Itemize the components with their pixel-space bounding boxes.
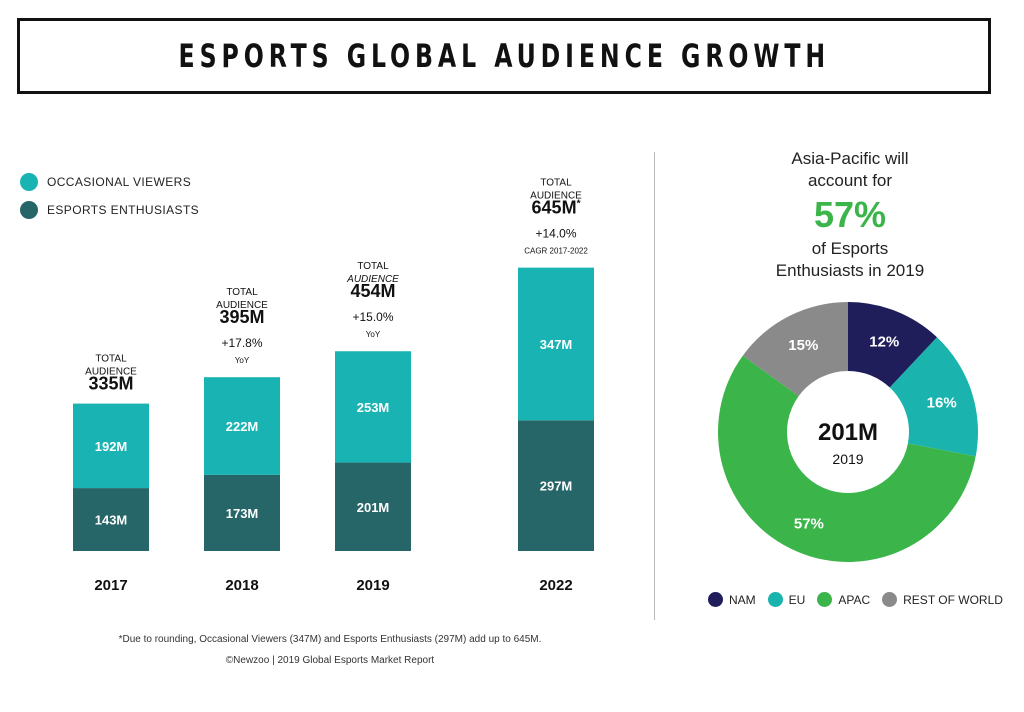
slice-label-nam: 12% — [869, 333, 899, 350]
label-enthusiasts-2017: 143M — [95, 513, 128, 528]
footnote: *Due to rounding, Occasional Viewers (34… — [118, 634, 542, 645]
category-label-2019: 2019 — [356, 577, 389, 594]
slice-label-apac: 57% — [794, 515, 824, 532]
page-title: ESPORTS GLOBAL AUDIENCE GROWTH — [178, 37, 830, 75]
bar-enthusiasts-2018 — [204, 474, 280, 551]
label-enthusiasts-2019: 201M — [357, 500, 390, 515]
bar-occasional-2018 — [204, 377, 280, 475]
label-occasional-2018: 222M — [226, 419, 259, 434]
total-caption-1-2017: TOTAL — [95, 354, 127, 365]
label-occasional-2017: 192M — [95, 439, 128, 454]
total-value-2017: 335M — [88, 374, 133, 394]
donut-legend-label-eu: EU — [788, 592, 806, 607]
total-caption-1-2022: TOTAL — [540, 178, 572, 189]
category-label-2017: 2017 — [94, 577, 127, 594]
donut-legend-dot-apac — [817, 592, 833, 607]
callout-line-1: Asia-Pacific will — [791, 149, 909, 168]
growth-label-2019: YoY — [366, 330, 381, 339]
category-label-2022: 2022 — [539, 577, 572, 594]
bar-enthusiasts-2022 — [518, 420, 594, 551]
bar-occasional-2017 — [73, 403, 149, 489]
donut-legend-item-rest-of-world: REST OF WORLD — [882, 592, 1003, 607]
growth-label-2018: YoY — [235, 356, 250, 365]
growth-2018: +17.8% — [221, 336, 262, 350]
slice-label-eu: 16% — [927, 395, 957, 412]
callout-line-2: account for — [807, 171, 893, 190]
donut-chart: 12% 16% 57% 15% 201M 2019 — [718, 302, 978, 562]
total-caption-1-2019: TOTAL — [357, 261, 389, 272]
callout-line-3: of Esports — [811, 239, 889, 258]
bar-legend: OCCASIONAL VIEWERS ESPORTS ENTHUSIASTS — [20, 168, 199, 224]
label-enthusiasts-2022: 297M — [540, 479, 573, 494]
legend-item-occasional: OCCASIONAL VIEWERS — [20, 168, 199, 196]
growth-label-2022: CAGR 2017-2022 — [524, 247, 588, 256]
source-credit: ©Newzoo | 2019 Global Esports Market Rep… — [225, 655, 435, 666]
legend-dot-occasional — [20, 173, 38, 191]
panel-divider — [654, 152, 655, 620]
slice-apac — [718, 355, 976, 562]
total-value-2022: 645M* — [532, 198, 581, 218]
legend-dot-enthusiasts — [20, 201, 38, 219]
growth-2019: +15.0% — [352, 310, 393, 324]
donut-legend-label-nam: NAM — [729, 592, 756, 607]
donut-center-label: 2019 — [832, 451, 863, 467]
growth-2022: +14.0% — [535, 227, 576, 241]
slice-nam — [848, 302, 937, 388]
callout-percent: 57% — [813, 194, 887, 235]
total-caption-2-2019: AUDIENCE — [346, 274, 399, 285]
donut-legend-dot-nam — [708, 592, 723, 607]
total-caption-2-2018: AUDIENCE — [216, 300, 268, 311]
total-value-2018: 395M — [219, 307, 264, 327]
total-value-2019: 454M — [350, 281, 395, 301]
bar-occasional-2022 — [518, 267, 594, 421]
donut-legend-dot-rest-of-world — [882, 592, 898, 607]
donut-legend-label-apac: APAC — [838, 592, 871, 607]
bar-enthusiasts-2019 — [335, 462, 411, 551]
total-caption-2-2017: AUDIENCE — [85, 367, 137, 378]
bar-occasional-2019 — [335, 351, 411, 463]
slice-eu — [889, 337, 978, 457]
donut-legend-item-nam: NAM — [708, 592, 756, 607]
donut-legend-item-eu: EU — [767, 592, 806, 607]
donut-legend-item-apac: APAC — [817, 592, 870, 607]
slice-rest-of-world — [742, 302, 848, 397]
total-caption-1-2018: TOTAL — [226, 287, 258, 298]
label-occasional-2019: 253M — [357, 400, 390, 415]
title-box: ESPORTS GLOBAL AUDIENCE GROWTH — [17, 18, 991, 94]
apac-callout: Asia-Pacific will account for 57% of Esp… — [700, 148, 1000, 282]
donut-legend-dot-eu — [767, 592, 783, 607]
stacked-bar-chart: 143M192M2017335MAUDIENCETOTAL173M222M201… — [73, 178, 594, 594]
category-label-2018: 2018 — [225, 577, 258, 594]
donut-legend: NAM EU APAC REST OF WORLD — [708, 592, 1015, 607]
legend-label-enthusiasts: ESPORTS ENTHUSIASTS — [47, 203, 200, 217]
label-enthusiasts-2018: 173M — [226, 506, 259, 521]
legend-item-enthusiasts: ESPORTS ENTHUSIASTS — [20, 196, 199, 224]
legend-label-occasional: OCCASIONAL VIEWERS — [47, 175, 192, 189]
label-occasional-2022: 347M — [540, 337, 573, 352]
bar-enthusiasts-2017 — [73, 488, 149, 551]
donut-legend-label-rest-of-world: REST OF WORLD — [903, 592, 1003, 607]
total-caption-2-2022: AUDIENCE — [530, 191, 582, 202]
callout-line-4: Enthusiasts in 2019 — [775, 261, 925, 280]
donut-center-value: 201M — [818, 419, 878, 446]
slice-label-rest-of-world: 15% — [788, 337, 818, 354]
